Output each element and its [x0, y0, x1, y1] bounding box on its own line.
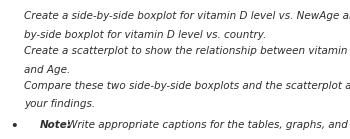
- Text: Write appropriate captions for the tables, graphs, and outputs.: Write appropriate captions for the table…: [64, 120, 350, 130]
- Text: Note:: Note:: [40, 120, 72, 130]
- Text: •: •: [10, 120, 18, 133]
- Text: by-side boxplot for vitamin D level vs. country.: by-side boxplot for vitamin D level vs. …: [24, 30, 266, 40]
- Text: your findings.: your findings.: [24, 99, 95, 109]
- Text: Create a scatterplot to show the relationship between vitamin D level: Create a scatterplot to show the relatio…: [24, 46, 350, 56]
- Text: Compare these two side-by-side boxplots and the scatterplot and explain: Compare these two side-by-side boxplots …: [24, 81, 350, 91]
- Text: Create a side-by-side boxplot for vitamin D level vs. NewAge and a side-: Create a side-by-side boxplot for vitami…: [24, 11, 350, 21]
- Text: and Age.: and Age.: [24, 65, 70, 75]
